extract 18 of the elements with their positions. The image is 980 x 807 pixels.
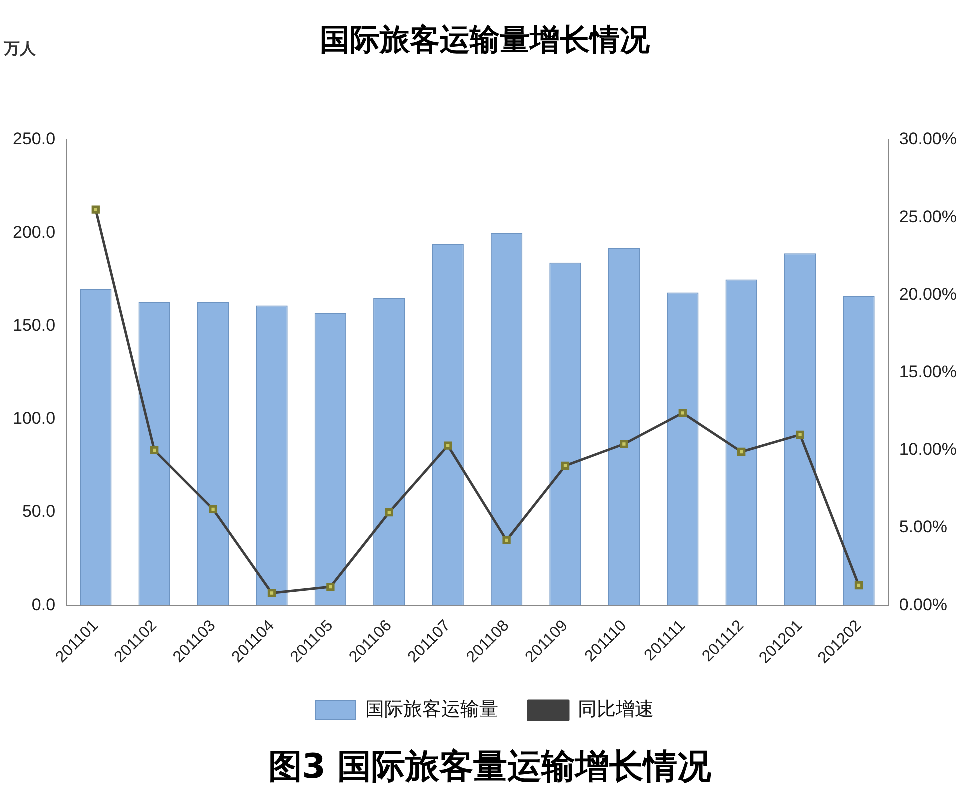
legend-label: 同比增速 xyxy=(578,698,654,720)
chart-title: 国际旅客运输量增长情况 xyxy=(320,22,651,58)
y2-tick-label: 0.00% xyxy=(899,595,948,614)
y-tick-label: 50.0 xyxy=(22,502,56,522)
y2-tick-label: 10.00% xyxy=(899,440,958,460)
y2-tick-label: 25.00% xyxy=(899,207,958,226)
y2-tick-label: 30.00% xyxy=(899,130,958,149)
y-tick-label: 0.0 xyxy=(32,595,56,614)
y-tick-label: 250.0 xyxy=(12,130,56,149)
caption: 图3 国际旅客量运输增长情况 xyxy=(267,746,713,789)
y-axis-title: 万人 xyxy=(3,39,37,58)
y2-tick-label: 15.00% xyxy=(899,362,958,382)
legend-label: 国际旅客运输量 xyxy=(366,698,498,720)
y2-tick-label: 20.00% xyxy=(899,284,958,304)
y-tick-label: 150.0 xyxy=(12,316,56,335)
y2-tick-label: 5.00% xyxy=(899,518,948,537)
y-tick-label: 200.0 xyxy=(12,222,56,242)
y-tick-label: 100.0 xyxy=(12,409,56,428)
